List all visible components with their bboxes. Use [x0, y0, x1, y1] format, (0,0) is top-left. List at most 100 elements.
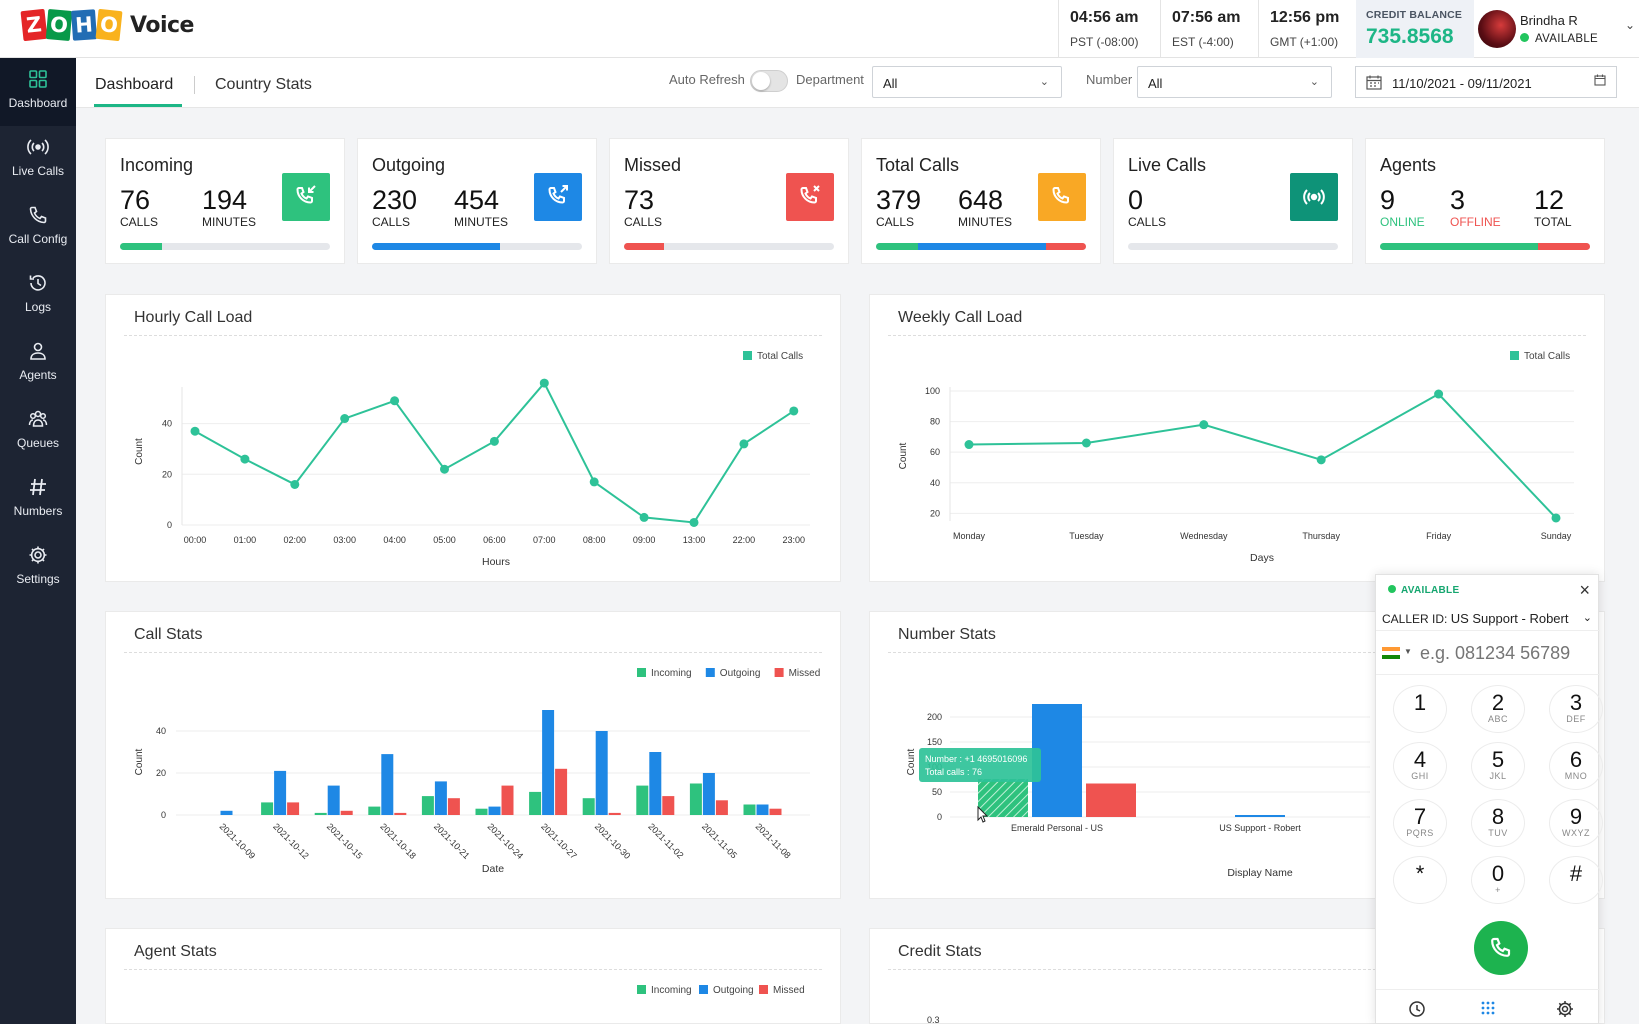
dial-key-0[interactable]: 0 + — [1471, 856, 1525, 904]
legend-swatch — [1510, 351, 1519, 360]
dial-key-9[interactable]: 9 WXYZ — [1549, 799, 1603, 847]
dialpad-icon[interactable] — [1479, 1000, 1497, 1018]
dial-key-1[interactable]: 1 — [1393, 685, 1447, 733]
dial-key-2[interactable]: 2 ABC — [1471, 685, 1525, 733]
key-digit: 5 — [1491, 747, 1505, 772]
x-tick-label: 08:00 — [583, 535, 606, 545]
caller-id-value: US Support - Robert — [1450, 611, 1569, 626]
sidebar-item-live-calls[interactable]: Live Calls — [0, 126, 76, 194]
progress-incoming — [876, 243, 918, 250]
sidebar-item-dashboard[interactable]: Dashboard — [0, 58, 76, 126]
dialer-popup: AVAILABLE × CALLER ID: US Support - Robe… — [1375, 574, 1603, 1024]
bar-missed — [1086, 783, 1136, 817]
calendar-small-icon — [1594, 74, 1606, 86]
progress-missed — [1046, 243, 1086, 250]
bar-outgoing — [274, 770, 287, 815]
tab-country-stats[interactable]: Country Stats — [215, 76, 312, 93]
panel-title: Hourly Call Load — [134, 309, 253, 326]
clock-zone: GMT (+1:00) — [1270, 35, 1339, 49]
number-select[interactable]: All ⌄ — [1137, 66, 1332, 98]
y-tick-label: 200 — [927, 712, 942, 722]
data-point — [689, 517, 699, 527]
close-icon[interactable]: × — [1579, 580, 1590, 600]
sidebar-item-logs[interactable]: Logs — [0, 262, 76, 330]
x-tick-label: 2021-10-12 — [271, 821, 311, 861]
bar-incoming — [689, 783, 702, 815]
auto-refresh-toggle[interactable] — [750, 70, 788, 92]
broadcast-icon — [27, 139, 49, 155]
dial-key-5[interactable]: 5 JKL — [1471, 742, 1525, 790]
sidebar-item-settings[interactable]: Settings — [0, 534, 76, 602]
live-progress — [1128, 243, 1338, 250]
dial-key-3[interactable]: 3 DEF — [1549, 685, 1603, 733]
clock-icon[interactable] — [1408, 1000, 1426, 1018]
date-range-picker[interactable]: 11/10/2021 - 09/11/2021 — [1355, 66, 1617, 98]
user-menu[interactable]: Brindha R AVAILABLE ⌄ — [1474, 0, 1639, 58]
bar-missed — [662, 796, 675, 815]
data-point — [240, 454, 250, 464]
progress-fill — [624, 243, 664, 250]
department-select[interactable]: All ⌄ — [872, 66, 1062, 98]
chevron-down-icon[interactable]: ⌄ — [1624, 18, 1635, 32]
dial-key-4[interactable]: 4 GHI — [1393, 742, 1447, 790]
y-tick-label: 100 — [925, 386, 940, 396]
bar-outgoing — [595, 731, 608, 815]
department-value: All — [883, 76, 898, 91]
bar-outgoing — [327, 785, 340, 815]
chevron-down-icon: ⌄ — [1582, 612, 1592, 624]
x-tick-label: US Support - Robert — [1219, 823, 1301, 833]
india-flag-icon[interactable] — [1382, 647, 1400, 659]
dial-key-star[interactable]: * — [1393, 856, 1447, 904]
sidebar-item-agents[interactable]: Agents — [0, 330, 76, 398]
panel-divider — [124, 652, 822, 653]
tab-divider — [194, 76, 195, 94]
dial-key-7[interactable]: 7 PQRS — [1393, 799, 1447, 847]
x-tick-label: 2021-11-02 — [646, 821, 685, 860]
missed-card[interactable]: Missed 73 CALLS — [609, 138, 849, 264]
y-tick-label: 20 — [162, 469, 172, 479]
data-point — [1434, 389, 1444, 399]
bar-incoming — [529, 791, 542, 815]
legend-label: Incoming — [651, 668, 692, 679]
data-point — [290, 479, 300, 489]
auto-refresh-label: Auto Refresh — [669, 72, 745, 87]
caller-id-select[interactable]: CALLER ID: US Support - Robert ⌄ — [1376, 603, 1600, 631]
x-tick-label: 02:00 — [284, 535, 307, 545]
x-tick-label: 2021-10-30 — [593, 821, 633, 861]
dial-key-6[interactable]: 6 MNO — [1549, 742, 1603, 790]
credit-balance[interactable]: CREDIT BALANCE 735.8568 — [1356, 0, 1474, 58]
dial-key-8[interactable]: 8 TUV — [1471, 799, 1525, 847]
panel-title: Credit Stats — [898, 943, 982, 960]
agents-card[interactable]: Agents 9 ONLINE 3 OFFLINE 12 TOTAL — [1365, 138, 1605, 264]
data-point — [390, 396, 400, 406]
avatar[interactable] — [1478, 10, 1516, 48]
country-chevron-icon[interactable]: ▼ — [1404, 647, 1412, 656]
gear-icon[interactable] — [1556, 1000, 1574, 1018]
incoming-call-icon — [282, 173, 330, 221]
user-icon — [30, 342, 46, 360]
bar-outgoing — [434, 781, 447, 815]
sidebar-item-numbers[interactable]: Numbers — [0, 466, 76, 534]
hash-icon — [30, 478, 46, 496]
outgoing-card[interactable]: Outgoing 230 CALLS 454 MINUTES — [357, 138, 597, 264]
y-axis-title: Count — [134, 438, 145, 465]
incoming-card[interactable]: Incoming 76 CALLS 194 MINUTES — [105, 138, 345, 264]
weekly-call-load-panel: Weekly Call Load 20 40 60 80 100 Monday Tuesda… — [869, 294, 1605, 582]
dial-key-hash[interactable]: # — [1549, 856, 1603, 904]
dialer-status-text: AVAILABLE — [1401, 585, 1460, 596]
zoho-voice-logo[interactable]: Z O H O Voice — [20, 8, 194, 42]
bar-missed — [340, 810, 353, 815]
phone-number-input[interactable] — [1420, 643, 1590, 664]
missed-calls: 73 — [624, 185, 655, 215]
legend-label: Total Calls — [757, 351, 803, 362]
call-button[interactable] — [1474, 921, 1528, 975]
sidebar-item-queues[interactable]: Queues — [0, 398, 76, 466]
tab-dashboard[interactable]: Dashboard — [95, 76, 174, 93]
card-title: Incoming — [120, 155, 194, 175]
grid-icon — [29, 70, 47, 88]
total-calls-card[interactable]: Total Calls 379 CALLS 648 MINUTES — [861, 138, 1101, 264]
sidebar-item-call-config[interactable]: Call Config — [0, 194, 76, 262]
live-calls-card[interactable]: Live Calls 0 CALLS — [1113, 138, 1353, 264]
calls-unit: CALLS — [876, 215, 915, 229]
group-icon — [28, 410, 48, 427]
